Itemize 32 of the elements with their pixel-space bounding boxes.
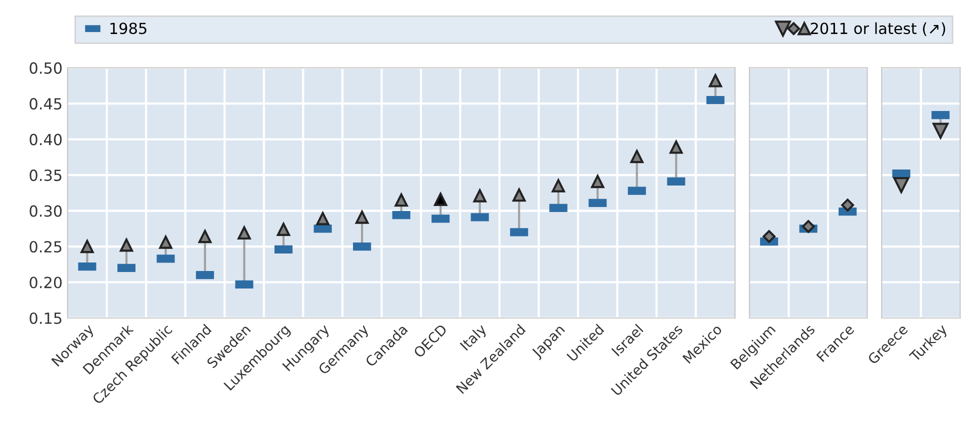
point <box>670 140 683 154</box>
point <box>591 174 604 188</box>
point <box>932 122 949 139</box>
y-tick-label: 0.45 <box>30 98 62 110</box>
point <box>80 240 94 254</box>
point <box>159 236 172 249</box>
point <box>473 189 486 202</box>
y-tick-label: 0.25 <box>30 240 62 253</box>
point <box>276 222 290 236</box>
legend-label: 1985 <box>110 22 146 34</box>
point <box>198 230 212 244</box>
point <box>512 188 526 202</box>
point <box>893 177 910 194</box>
point <box>630 150 644 164</box>
y-tick-label: 0.15 <box>30 312 62 324</box>
point <box>708 74 722 88</box>
point <box>762 230 776 243</box>
point <box>316 212 330 226</box>
y-tick-label: 0.40 <box>30 134 62 146</box>
y-tick-label: 0.30 <box>30 205 62 217</box>
y-tick-label: 0.50 <box>30 62 62 74</box>
point <box>120 238 134 252</box>
point <box>238 226 251 240</box>
point <box>394 193 408 207</box>
y-tick-label: 0.35 <box>30 170 62 182</box>
point <box>434 192 448 206</box>
point <box>552 179 565 192</box>
y-tick-label: 0.20 <box>30 276 62 288</box>
legend-label: 2011 or latest (↗) <box>810 22 946 36</box>
point <box>841 198 854 212</box>
point <box>802 220 815 233</box>
point <box>355 210 369 224</box>
